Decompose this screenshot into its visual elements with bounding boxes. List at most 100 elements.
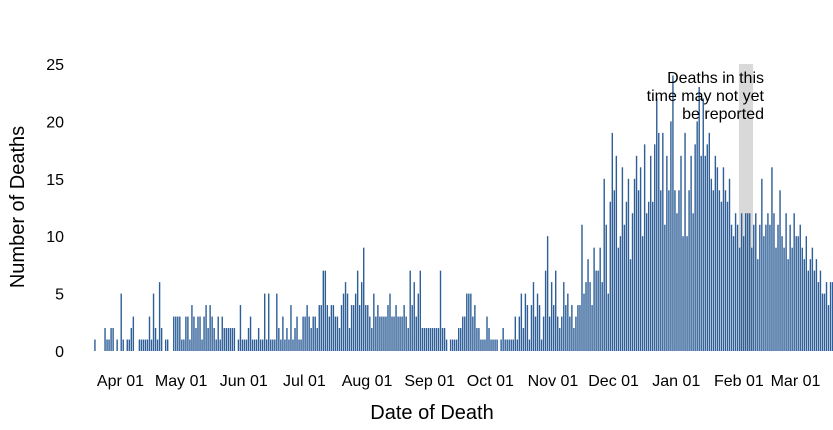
bar [322,270,325,351]
bar [375,316,377,351]
bar [534,316,537,351]
bar [318,305,320,351]
bar [255,339,258,351]
bar [221,316,223,351]
bar [393,316,395,351]
x-tick-label: Sep 01 [404,373,455,390]
bar [320,305,322,351]
bar [700,155,702,351]
bar [336,316,339,351]
bar [508,339,510,351]
bar [690,155,692,351]
bar [504,339,506,351]
bar [593,247,595,351]
bar [369,316,371,351]
bar [407,328,409,351]
bar [563,282,565,351]
bar [775,247,777,351]
bar [603,178,605,351]
bar [160,328,163,351]
bar [360,282,363,351]
bar [662,132,664,351]
bar [573,328,575,351]
bar [389,293,391,351]
x-tick-label: Jun 01 [220,373,268,390]
x-tick-label: Jan 01 [652,373,700,390]
bar [175,316,177,351]
bar [658,132,660,351]
bar [548,316,551,351]
bar [304,316,306,351]
bar [312,316,314,351]
bar [344,282,347,351]
bar [278,328,280,351]
bar [526,305,529,351]
bar [809,259,812,351]
bar [120,293,122,351]
bar [189,339,191,351]
bar [672,75,674,351]
bar [381,316,383,351]
bar [708,132,711,351]
bar [316,328,318,351]
bar [829,282,832,351]
bar [126,339,128,351]
bar [330,305,333,351]
bar [821,293,824,351]
bar [302,316,304,351]
bar [496,339,498,351]
bar [565,305,567,351]
bar [310,328,312,351]
bar [411,305,413,351]
bar [552,305,555,351]
bar [453,339,456,351]
bar [484,339,486,351]
bar [358,305,361,351]
bar [441,328,444,351]
bar [142,339,145,351]
bar [522,328,525,351]
bar [245,339,248,351]
bar [185,316,187,351]
bar [405,316,407,351]
x-tick-label: Mar 01 [771,373,821,390]
bar [340,305,343,351]
bar [815,259,818,351]
bar [502,328,504,351]
bar [199,316,201,351]
x-tick-label: Feb 01 [714,373,764,390]
y-tick-label: 0 [55,344,64,361]
bar [148,316,151,351]
bar [423,328,426,351]
x-tick-label: Apr 01 [97,373,144,390]
bar [660,190,662,351]
bar [641,236,644,351]
bar [128,339,130,351]
bar [647,201,650,351]
bar [744,213,747,351]
bar [506,339,508,351]
bar [427,328,430,351]
y-tick-label: 15 [46,172,64,189]
bar [280,339,282,351]
bar [348,328,351,351]
bar [609,201,611,351]
bar [575,316,577,351]
bar [334,316,337,351]
bar [613,190,616,351]
bar [399,316,401,351]
bar [542,316,545,351]
bar [356,270,359,351]
annotation-line: Deaths in this [667,70,764,87]
bar [387,305,389,351]
bar [112,328,114,351]
bar [492,339,494,351]
bar [668,190,670,351]
bar [666,155,668,351]
bar [177,316,179,351]
bar [94,339,96,351]
bar [251,339,254,351]
bar [140,339,143,351]
bar [462,316,464,351]
bar [421,328,424,351]
